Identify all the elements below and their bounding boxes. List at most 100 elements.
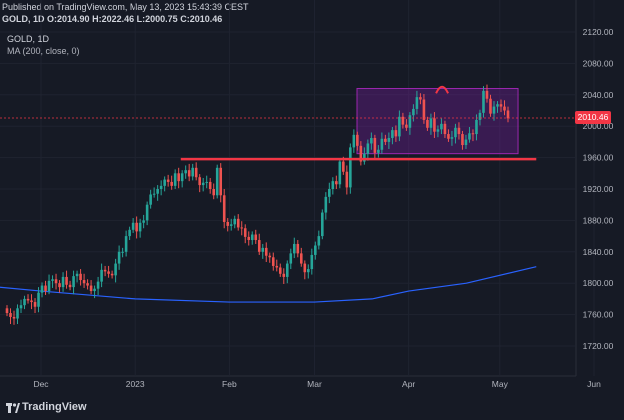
published-text: Published on TradingView.com, May 13, 20… (2, 2, 249, 12)
candle-body (9, 313, 12, 317)
candle-body (468, 133, 471, 140)
candle-body (303, 263, 307, 273)
candle-body (345, 171, 349, 188)
candle-body (436, 129, 440, 132)
candle-body (338, 161, 342, 185)
candle-body (506, 110, 510, 119)
candle-body (5, 308, 9, 314)
candle-body (271, 257, 275, 266)
candle-body (173, 173, 177, 186)
candle-body (412, 108, 415, 116)
candle-body (51, 279, 54, 281)
candle-body (401, 116, 405, 125)
candle-body (236, 218, 240, 228)
x-tick-label: Mar (307, 379, 322, 389)
candle-body (482, 90, 485, 113)
candle-body (387, 137, 391, 142)
candle-body (496, 104, 499, 107)
candle-body (128, 229, 131, 237)
candle-body (282, 273, 286, 277)
x-tick-label: Apr (402, 379, 415, 389)
candle-body (499, 104, 503, 107)
y-tick-label: 1840.00 (583, 247, 614, 257)
candle-body (205, 181, 208, 183)
candle-body (394, 130, 398, 137)
ohlc-low-label: L: (136, 14, 146, 24)
candle-body (131, 222, 135, 230)
ohlc-high-value: 2022.46 (101, 14, 135, 24)
candle-body (485, 90, 489, 99)
candle-body (503, 106, 506, 111)
candle-body (26, 298, 30, 301)
candle-body (198, 177, 201, 186)
candle-body (492, 106, 496, 114)
candle-body (30, 300, 33, 303)
candle-body (352, 134, 356, 148)
candle-body (145, 204, 149, 221)
candle-body (107, 271, 110, 274)
candle-body (373, 137, 377, 153)
y-axis-labels: 2120.00 2080.00 2040.00 2000.00 1960.00 1920.… (583, 27, 614, 351)
candle-body (454, 127, 457, 138)
candle-body (191, 167, 194, 177)
grid-horizontal (0, 31, 576, 347)
candle-body (328, 189, 331, 197)
footer-bar (0, 398, 624, 420)
candle-body (229, 224, 233, 226)
candle-body (264, 247, 268, 256)
candle-body (156, 189, 159, 194)
candle-body (457, 127, 461, 135)
arch-annotation (435, 85, 449, 94)
candle-body (44, 285, 47, 292)
ma-200-layer (0, 266, 537, 303)
candle-body (166, 179, 170, 182)
candle-body (443, 123, 447, 135)
y-tick-label: 1800.00 (583, 278, 614, 288)
candle-body (254, 234, 258, 241)
candle-body (440, 123, 443, 130)
candle-body (100, 269, 103, 282)
ohlc-close-label: C: (180, 14, 190, 24)
grid-vertical (40, 0, 595, 376)
candles-layer (5, 84, 510, 325)
x-tick-label: May (492, 379, 509, 389)
candle-body (433, 118, 436, 132)
candle-body (275, 265, 279, 268)
published-caption: Published on TradingView.com, May 13, 20… (2, 2, 249, 13)
candle-body (61, 276, 65, 288)
candle-body (380, 138, 384, 150)
candle-body (142, 220, 145, 223)
y-tick-label: 2080.00 (583, 58, 614, 68)
candle-body (47, 280, 51, 292)
candle-body (422, 99, 426, 120)
candle-body (307, 269, 310, 273)
x-axis-labels: Dec 2023 Feb Mar Apr May Jun (33, 379, 601, 389)
candle-body (489, 98, 492, 114)
candle-body (261, 247, 265, 252)
x-tick-label: Dec (33, 379, 49, 389)
candle-body (149, 194, 152, 205)
y-tick-label: 1760.00 (583, 310, 614, 320)
support-layer (0, 85, 576, 161)
ohlc-close-value: 2010.46 (189, 14, 223, 24)
candle-body (54, 279, 58, 284)
candle-body (86, 283, 89, 286)
candle-body (384, 138, 387, 142)
y-tick-label: 2000.00 (583, 121, 614, 131)
candle-body (429, 118, 433, 128)
candle-body (285, 263, 289, 277)
ohlc-open-label: O: (47, 14, 58, 24)
tradingview-logo-icon (6, 403, 20, 413)
candle-body (278, 267, 282, 274)
y-tick-label: 1920.00 (583, 184, 614, 194)
y-tick-label: 1720.00 (583, 341, 614, 351)
x-tick-label: Jun (587, 379, 601, 389)
x-tick-label: 2023 (126, 379, 145, 389)
candle-body (96, 281, 100, 289)
candle-body (321, 212, 324, 237)
candle-body (114, 263, 117, 276)
candle-body (117, 251, 121, 264)
candle-body (359, 145, 363, 162)
candle-body (314, 245, 317, 255)
